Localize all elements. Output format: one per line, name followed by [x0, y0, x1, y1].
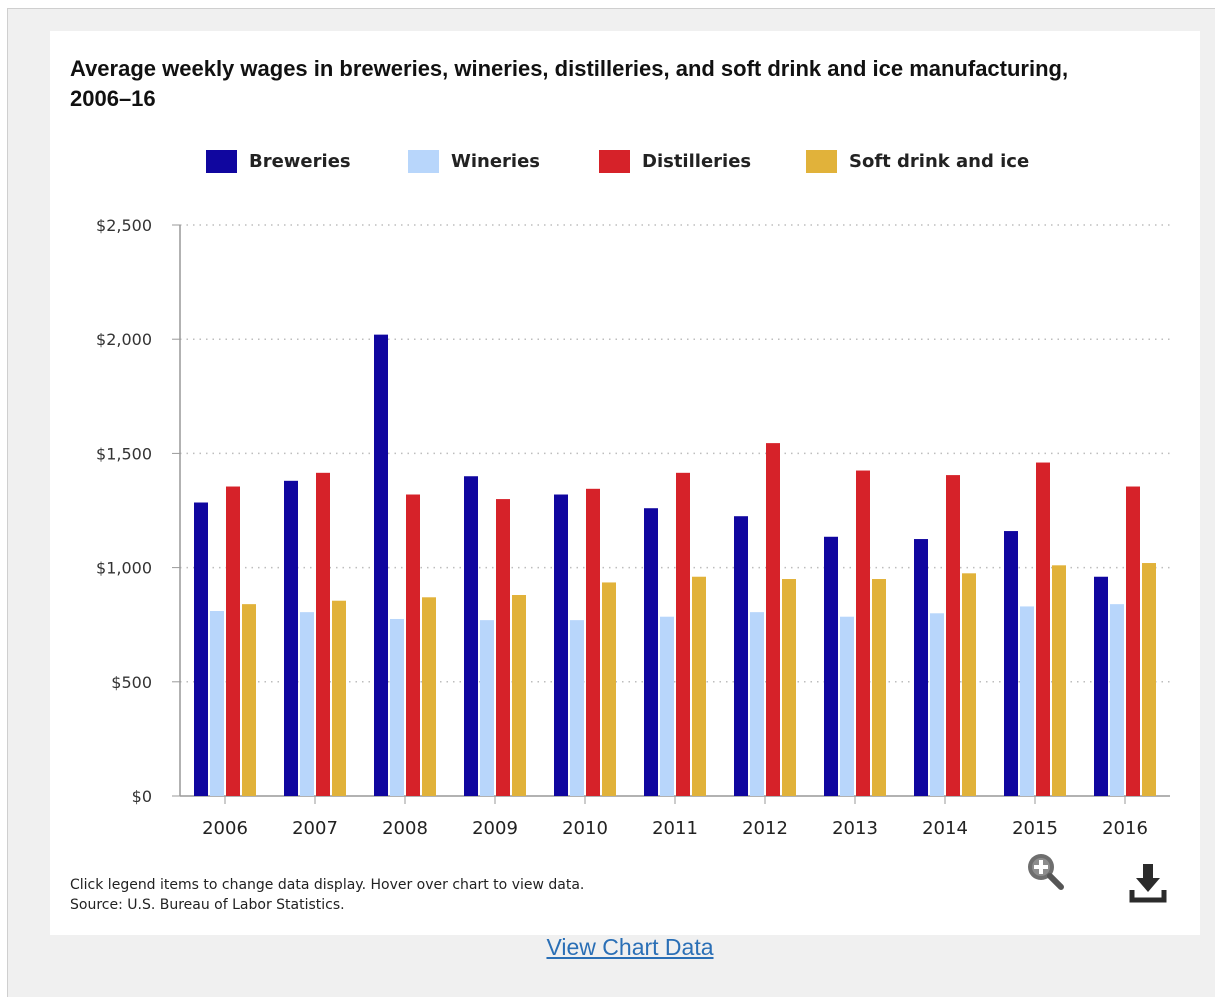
x-tick-label: 2013 — [832, 818, 878, 839]
x-tick-label: 2012 — [742, 818, 788, 839]
bar-soft-drink-and-ice-2009[interactable] — [512, 595, 526, 796]
bar-soft-drink-and-ice-2014[interactable] — [962, 573, 976, 796]
bar-wineries-2013[interactable] — [840, 616, 854, 796]
bar-wineries-2008[interactable] — [390, 618, 404, 796]
bar-wineries-2009[interactable] — [480, 620, 494, 796]
bar-breweries-2006[interactable] — [194, 502, 208, 796]
bar-breweries-2007[interactable] — [284, 480, 298, 796]
bar-breweries-2015[interactable] — [1004, 531, 1018, 796]
bar-wineries-2006[interactable] — [210, 610, 224, 796]
bar-distilleries-2011[interactable] — [676, 472, 690, 796]
legend-swatch-soft-drink-and-ice — [806, 149, 837, 173]
bar-wineries-2015[interactable] — [1020, 606, 1034, 796]
bar-breweries-2014[interactable] — [914, 539, 928, 796]
x-tick-label: 2006 — [202, 818, 248, 839]
legend-item-breweries[interactable]: Breweries — [206, 148, 351, 174]
bar-breweries-2008[interactable] — [374, 334, 388, 796]
bar-breweries-2011[interactable] — [644, 508, 658, 796]
x-tick-label: 2008 — [382, 818, 428, 839]
y-tick-label: $500 — [111, 673, 152, 692]
x-tick-label: 2014 — [922, 818, 968, 839]
bar-soft-drink-and-ice-2016[interactable] — [1142, 563, 1156, 796]
legend-label-distilleries: Distilleries — [642, 150, 752, 172]
legend-swatch-distilleries — [599, 149, 630, 173]
bar-wineries-2012[interactable] — [750, 612, 764, 796]
bar-wineries-2011[interactable] — [660, 616, 674, 796]
bar-distilleries-2016[interactable] — [1126, 486, 1140, 796]
chart-source: Source: U.S. Bureau of Labor Statistics. — [70, 897, 345, 913]
y-tick-label: $0 — [132, 787, 152, 806]
bar-distilleries-2008[interactable] — [406, 494, 420, 796]
bar-soft-drink-and-ice-2012[interactable] — [782, 579, 796, 796]
bar-wineries-2007[interactable] — [300, 612, 314, 796]
bar-breweries-2016[interactable] — [1094, 576, 1108, 796]
bar-soft-drink-and-ice-2006[interactable] — [242, 604, 256, 796]
bar-breweries-2010[interactable] — [554, 494, 568, 796]
bar-distilleries-2006[interactable] — [226, 486, 240, 796]
bar-distilleries-2010[interactable] — [586, 488, 600, 796]
chart-note: Click legend items to change data displa… — [70, 875, 584, 915]
y-tick-label: $1,000 — [96, 559, 152, 578]
bar-soft-drink-and-ice-2015[interactable] — [1052, 565, 1066, 796]
bar-distilleries-2015[interactable] — [1036, 462, 1050, 796]
bar-distilleries-2014[interactable] — [946, 475, 960, 796]
legend-item-soft-drink-and-ice[interactable]: Soft drink and ice — [806, 148, 1029, 174]
legend-item-distilleries[interactable]: Distilleries — [599, 148, 751, 174]
legend-label-soft-drink-and-ice: Soft drink and ice — [849, 150, 1030, 172]
x-tick-label: 2007 — [292, 818, 338, 839]
view-chart-data-link[interactable]: View Chart Data — [546, 934, 714, 960]
bar-distilleries-2007[interactable] — [316, 472, 330, 796]
x-tick-label: 2015 — [1012, 818, 1058, 839]
bar-wineries-2016[interactable] — [1110, 604, 1124, 796]
bar-wineries-2010[interactable] — [570, 620, 584, 796]
legend-swatch-breweries — [206, 149, 237, 173]
download-icon[interactable] — [1128, 862, 1170, 904]
zoom-in-icon[interactable] — [1024, 850, 1066, 892]
legend-swatch-wineries — [408, 149, 439, 173]
bar-soft-drink-and-ice-2007[interactable] — [332, 600, 346, 796]
bar-breweries-2009[interactable] — [464, 476, 478, 796]
x-tick-label: 2016 — [1102, 818, 1148, 839]
bar-distilleries-2012[interactable] — [766, 443, 780, 796]
x-tick-label: 2010 — [562, 818, 608, 839]
x-tick-label: 2011 — [652, 818, 698, 839]
bar-breweries-2013[interactable] — [824, 536, 838, 796]
y-tick-label: $1,500 — [96, 444, 152, 463]
bar-soft-drink-and-ice-2013[interactable] — [872, 579, 886, 796]
x-tick-label: 2009 — [472, 818, 518, 839]
legend-item-wineries[interactable]: Wineries — [408, 148, 540, 174]
bar-soft-drink-and-ice-2008[interactable] — [422, 597, 436, 796]
bar-distilleries-2013[interactable] — [856, 470, 870, 796]
legend-label-breweries: Breweries — [249, 150, 351, 172]
legend-label-wineries: Wineries — [451, 150, 541, 172]
bar-distilleries-2009[interactable] — [496, 499, 510, 796]
bar-breweries-2012[interactable] — [734, 516, 748, 796]
bar-soft-drink-and-ice-2010[interactable] — [602, 582, 616, 796]
chart-instructions: Click legend items to change data displa… — [70, 877, 585, 893]
bar-wineries-2014[interactable] — [930, 613, 944, 796]
chart-title: Average weekly wages in breweries, winer… — [70, 56, 1069, 111]
y-tick-label: $2,000 — [96, 330, 152, 349]
y-tick-label: $2,500 — [96, 216, 152, 235]
bar-soft-drink-and-ice-2011[interactable] — [692, 576, 706, 796]
